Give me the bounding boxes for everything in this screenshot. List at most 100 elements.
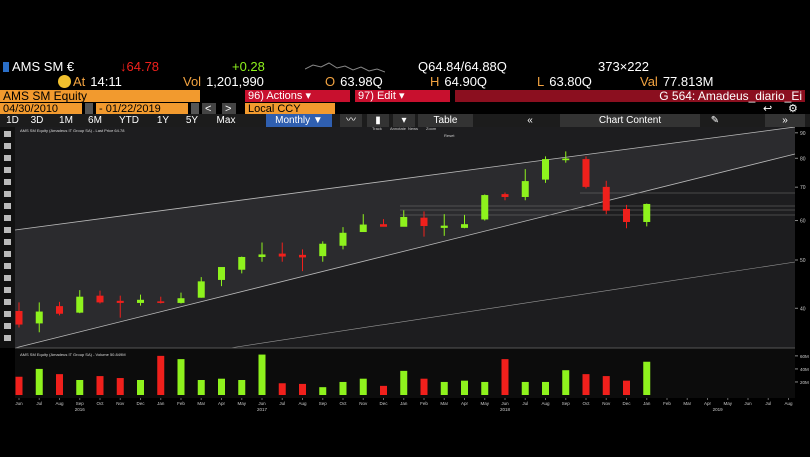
frequency-menu[interactable]: Monthly ▼ [266, 114, 332, 127]
chart-content-button[interactable]: Chart Content [560, 114, 700, 127]
volume-bar [521, 381, 529, 395]
tool-icon[interactable] [4, 203, 11, 209]
volume-bar [643, 361, 651, 395]
price-legend: AMS SM Equity (Amadeus IT Group SA) - La… [20, 128, 125, 133]
x-tick-label: Feb [663, 401, 671, 406]
field-value: 64.90Q [444, 74, 488, 89]
volume-tick-label: 40M [800, 367, 809, 372]
settings-icon[interactable]: ⚙ [788, 103, 798, 115]
type-menu[interactable]: ▾ [393, 114, 415, 127]
volume-bar [623, 380, 630, 395]
tool-icon[interactable] [4, 335, 11, 341]
start-date[interactable]: 04/30/2010 [0, 103, 82, 115]
x-tick-label: Nov [359, 401, 368, 406]
candle-tool[interactable]: ▮ [367, 114, 389, 127]
y-tick-label: 70 [800, 185, 806, 191]
tool-icon[interactable] [4, 227, 11, 233]
range-row: 04/30/2010 - 01/22/2019 < > Local CCY ↩ … [0, 102, 810, 115]
currency-field[interactable]: Local CCY [245, 103, 335, 115]
ticker: AMS SM € [12, 59, 75, 74]
volume-bar [218, 378, 225, 395]
x-tick-label: Aug [298, 401, 307, 406]
x-tick-label: Apr [704, 401, 712, 406]
volume-bar [359, 378, 367, 395]
channel-mid [14, 153, 796, 349]
candle-body [278, 253, 286, 257]
field: O 63.98Q [325, 75, 383, 89]
tool-icon[interactable] [4, 299, 11, 305]
undo-icon[interactable]: ↩ [763, 103, 773, 115]
tool-icon[interactable] [4, 215, 11, 221]
chart-tool[interactable]: News [408, 127, 418, 131]
x-tick-label: Oct [96, 401, 104, 406]
chart-tool[interactable]: Annotate [390, 127, 407, 131]
security-marker [3, 62, 9, 72]
tool-icon[interactable] [4, 143, 11, 149]
period-button[interactable]: Max [216, 115, 236, 126]
calendar-icon[interactable] [191, 103, 199, 115]
tool-icon[interactable] [4, 251, 11, 257]
chart-tool[interactable]: Reset [444, 133, 455, 138]
next-button[interactable]: > [222, 103, 236, 115]
end-date[interactable]: - 01/22/2019 [96, 103, 188, 115]
candle-body [420, 217, 428, 227]
candle-body [218, 267, 225, 280]
period-button[interactable]: 1Y [156, 115, 170, 126]
volume-bar [76, 380, 84, 395]
y-tick-label: 90 [800, 131, 806, 137]
period-button[interactable]: 3D [30, 115, 44, 126]
tool-icon[interactable] [4, 311, 11, 317]
tool-icon[interactable] [4, 167, 11, 173]
tool-icon[interactable] [4, 287, 11, 293]
tool-icon[interactable] [4, 275, 11, 281]
volume-tick-label: 60M [800, 354, 809, 359]
edit-menu[interactable]: 97) Edit ▾ [355, 90, 450, 102]
x-tick-label: Oct [582, 401, 590, 406]
edit-icon[interactable]: ✎ [710, 115, 720, 126]
more-button[interactable]: » [765, 114, 805, 127]
chart-tool[interactable]: Zoom [426, 127, 437, 131]
volume-bar [481, 381, 489, 395]
x-tick-label: Sep [76, 401, 85, 406]
tool-icon[interactable] [4, 263, 11, 269]
x-tick-label: Nov [116, 401, 125, 406]
period-button[interactable]: 1M [59, 115, 73, 126]
field-value: 14:11 [90, 74, 122, 89]
period-button[interactable]: 1D [6, 115, 19, 126]
tool-icon[interactable] [4, 131, 11, 137]
y-tick-label: 40 [800, 306, 806, 312]
calendar-icon[interactable] [85, 103, 93, 115]
period-button[interactable]: YTD [119, 115, 139, 126]
drawing-tools[interactable] [0, 127, 15, 348]
chart-tool[interactable]: Track [372, 127, 382, 131]
candle-body [116, 300, 124, 303]
year-label: 2017 [257, 407, 268, 412]
tool-icon[interactable] [4, 179, 11, 185]
candle-body [258, 254, 266, 257]
period-button[interactable]: 5Y [185, 115, 199, 126]
actions-menu[interactable]: 96) Actions ▾ [245, 90, 350, 102]
candle-body [562, 158, 570, 161]
tool-icon[interactable] [4, 323, 11, 329]
y-tick-label: 50 [800, 258, 806, 264]
volume-bar [582, 374, 590, 395]
tool-icon[interactable] [4, 191, 11, 197]
table-button[interactable]: Table [418, 114, 473, 127]
volume-bar [501, 359, 509, 395]
candle-body [299, 254, 306, 258]
candle-body [501, 194, 509, 197]
prev-button[interactable]: < [202, 103, 216, 115]
field-value: 77.813M [662, 74, 714, 89]
line-tool[interactable]: 〰 [340, 114, 362, 127]
x-tick-label: May [723, 401, 732, 406]
volume-bar [177, 359, 185, 395]
tool-icon[interactable] [4, 155, 11, 161]
x-tick-label: Sep [562, 401, 571, 406]
security-field[interactable]: AMS SM Equity [0, 90, 200, 102]
period-button[interactable]: 6M [88, 115, 102, 126]
x-tick-label: Aug [784, 401, 793, 406]
volume-bar [299, 383, 306, 395]
collapse-button[interactable]: « [527, 115, 533, 126]
year-label: 2018 [500, 407, 511, 412]
tool-icon[interactable] [4, 239, 11, 245]
